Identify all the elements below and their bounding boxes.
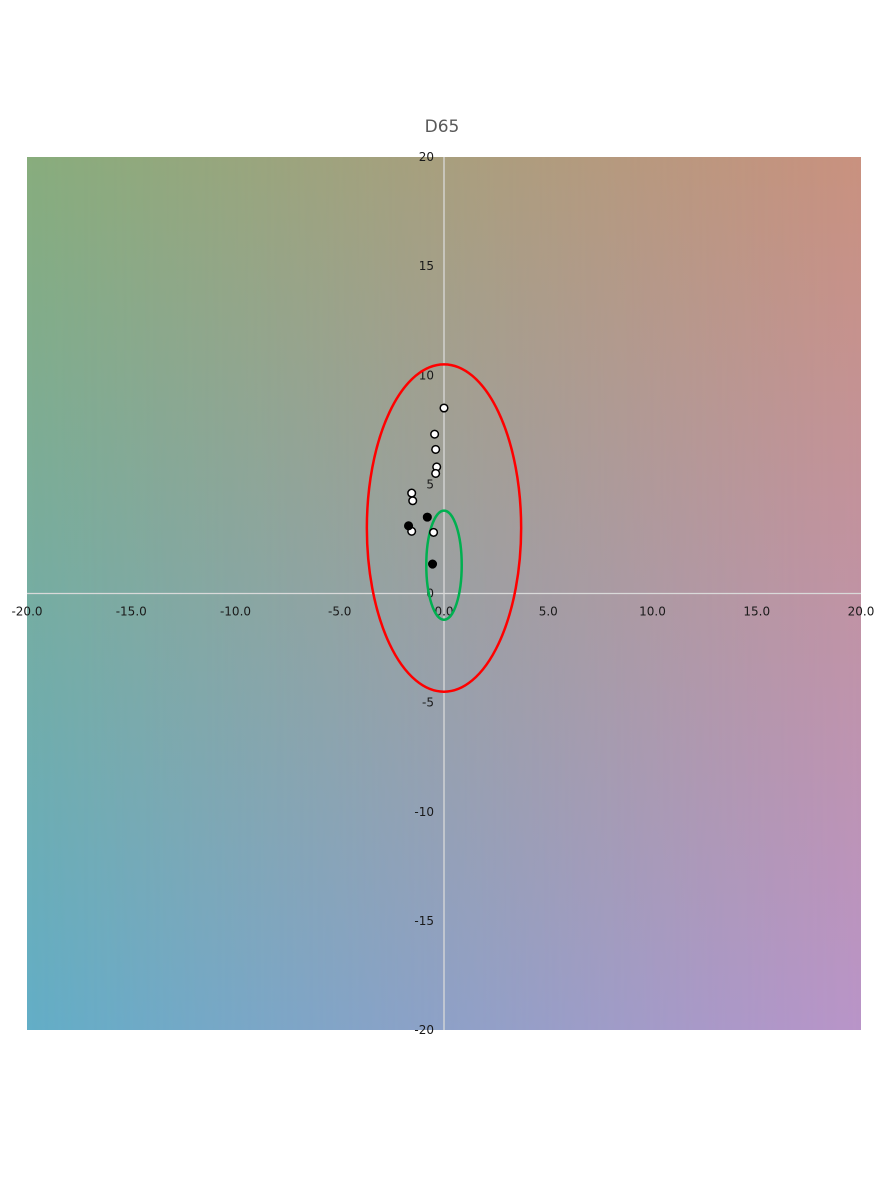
x-tick-label: -20.0 [11,605,42,619]
data-point-filled-circle [427,559,438,569]
y-tick-label: -10 [414,805,434,819]
x-tick-label: -10.0 [220,605,251,619]
data-point-open-circle [431,468,441,479]
ellipse-green [425,509,463,621]
data-point-filled-circle [404,521,414,531]
x-tick-label: 5.0 [539,605,558,619]
x-tick-label: -15.0 [116,605,147,619]
y-tick-label: -20 [414,1023,434,1037]
data-point-open-circle [408,496,418,506]
data-point-filled-circle [422,512,432,522]
y-tick-label: 5 [426,477,434,491]
ellipses [365,363,523,693]
data-point-open-circle [431,444,441,455]
x-tick-label: 15.0 [743,605,770,619]
x-tick-label: -5.0 [328,605,351,619]
y-tick-label: 15 [419,259,434,273]
x-tick-label: 20.0 [848,605,875,619]
data-point-open-circle [430,429,440,439]
ellipse-red [365,363,523,693]
chart-title: D65 [425,117,460,137]
x-tick-label: 10.0 [639,605,666,619]
data-point-open-circle [429,527,439,537]
x-tick-label: 0.0 [434,605,453,619]
data-point-open-circle [439,403,449,413]
y-tick-label: -15 [414,914,434,928]
y-tick-label: 0 [426,587,434,601]
x-axis-tick-labels: -20.0 -15.0 -10.0 -5.0 0.0 5.0 10.0 15.0 20.0 [11,605,874,619]
axes [27,157,861,1030]
y-tick-label: 20 [419,150,434,164]
y-tick-label: -5 [422,696,434,710]
data-points [404,403,449,569]
data-point-open-circle [407,488,417,498]
